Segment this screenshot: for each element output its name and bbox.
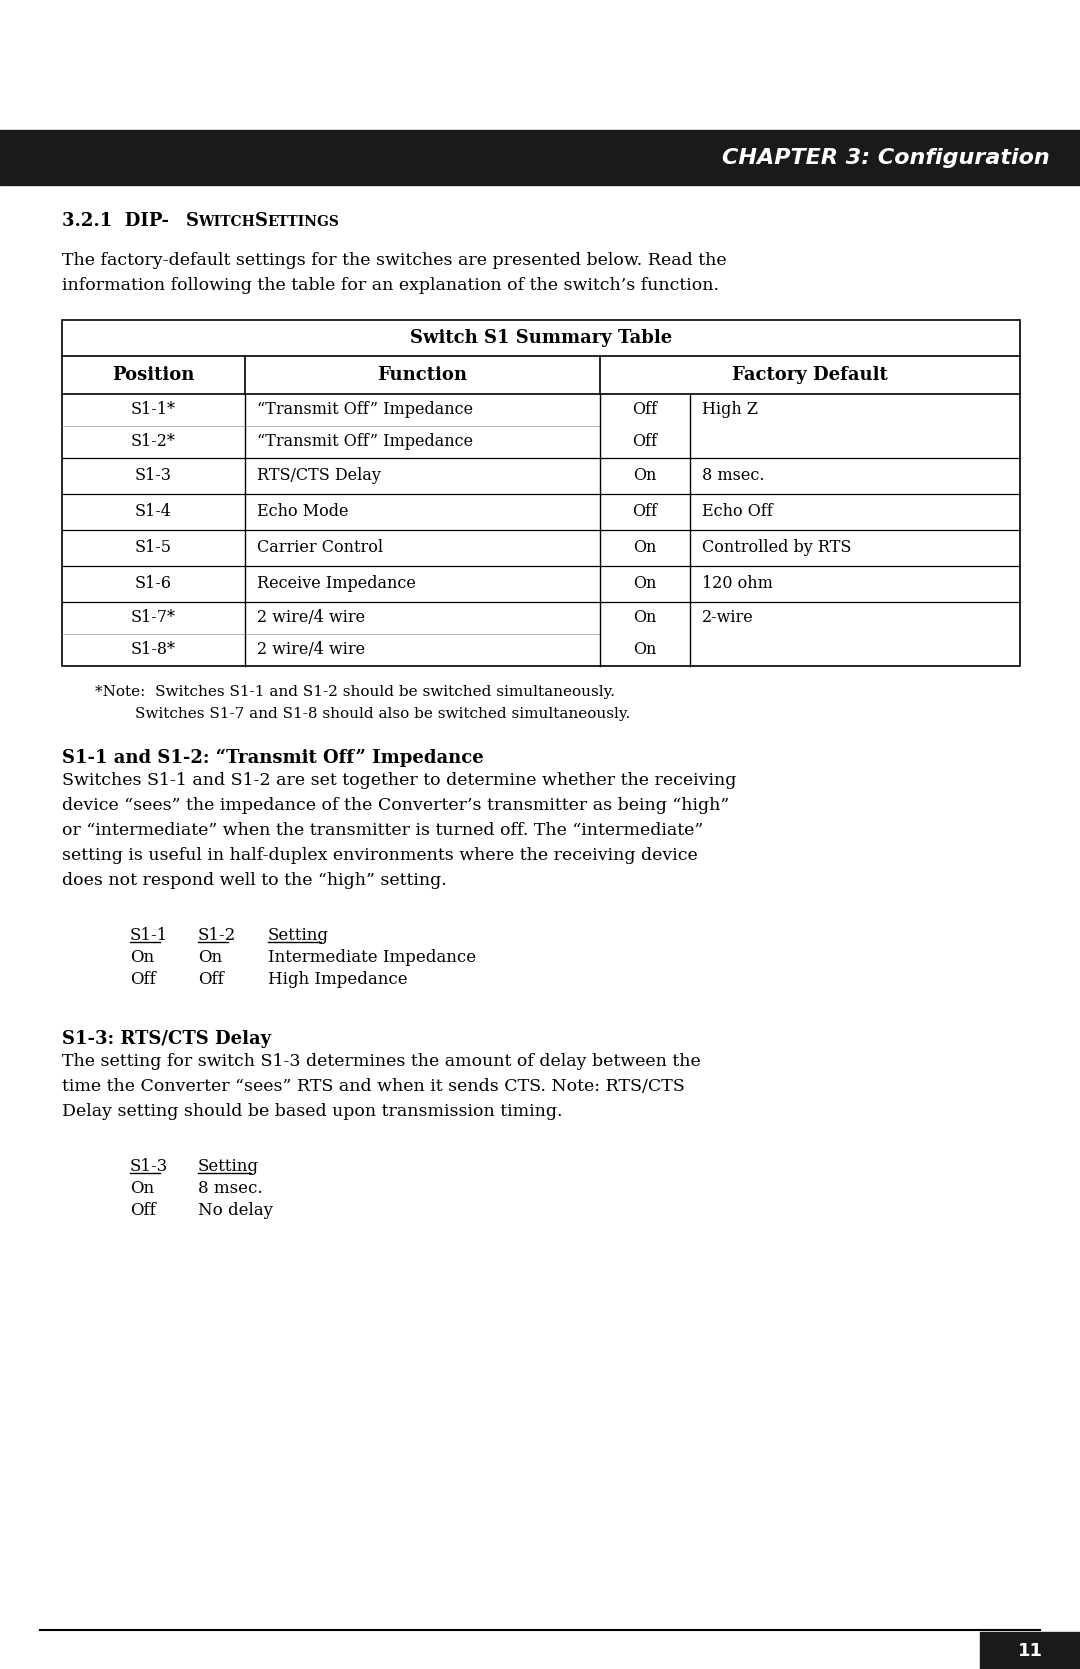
Text: S1-4: S1-4 [135, 504, 172, 521]
Text: “Transmit Off” Impedance: “Transmit Off” Impedance [257, 434, 473, 451]
Text: Echo Off: Echo Off [702, 504, 773, 521]
Text: On: On [130, 950, 154, 966]
Text: or “intermediate” when the transmitter is turned off. The “intermediate”: or “intermediate” when the transmitter i… [62, 823, 703, 840]
Text: 2 wire/4 wire: 2 wire/4 wire [257, 641, 365, 659]
Text: Delay setting should be based upon transmission timing.: Delay setting should be based upon trans… [62, 1103, 563, 1120]
Text: S1-8*: S1-8* [131, 641, 176, 659]
Text: High Impedance: High Impedance [268, 971, 407, 988]
Text: On: On [633, 641, 657, 659]
Text: Carrier Control: Carrier Control [257, 539, 383, 556]
Text: S1-5: S1-5 [135, 539, 172, 556]
Text: Controlled by RTS: Controlled by RTS [702, 539, 851, 556]
Text: “Transmit Off” Impedance: “Transmit Off” Impedance [257, 402, 473, 419]
Text: Off: Off [633, 504, 658, 521]
Text: On: On [633, 576, 657, 592]
Text: Echo Mode: Echo Mode [257, 504, 349, 521]
Text: 8 msec.: 8 msec. [702, 467, 765, 484]
Text: On: On [633, 539, 657, 556]
Text: Receive Impedance: Receive Impedance [257, 576, 416, 592]
Text: S1-6: S1-6 [135, 576, 172, 592]
Text: 11: 11 [1017, 1642, 1042, 1659]
Text: CHAPTER 3: Configuration: CHAPTER 3: Configuration [723, 147, 1050, 167]
Text: 2 wire/4 wire: 2 wire/4 wire [257, 609, 365, 626]
Text: WITCH: WITCH [198, 215, 255, 229]
Text: Off: Off [633, 434, 658, 451]
Text: RTS/CTS Delay: RTS/CTS Delay [257, 467, 381, 484]
Text: On: On [633, 467, 657, 484]
Text: Off: Off [633, 402, 658, 419]
Text: S1-7*: S1-7* [131, 609, 176, 626]
Text: S: S [255, 212, 268, 230]
Text: Off: Off [130, 971, 156, 988]
Text: 2-wire: 2-wire [702, 609, 754, 626]
Text: S1-1 and S1-2: “Transmit Off” Impedance: S1-1 and S1-2: “Transmit Off” Impedance [62, 749, 484, 768]
Text: Setting: Setting [268, 926, 329, 945]
Text: No delay: No delay [198, 1202, 273, 1218]
Text: The factory-default settings for the switches are presented below. Read the: The factory-default settings for the swi… [62, 252, 727, 269]
Text: On: On [130, 1180, 154, 1197]
Text: Switches S1-7 and S1-8 should also be switched simultaneously.: Switches S1-7 and S1-8 should also be sw… [135, 708, 631, 721]
Bar [62, 320, 1020, 666]
Text: setting is useful in half-duplex environments where the receiving device: setting is useful in half-duplex environ… [62, 846, 698, 865]
Text: does not respond well to the “high” setting.: does not respond well to the “high” sett… [62, 871, 447, 890]
Text: S1-3: S1-3 [135, 467, 172, 484]
Text: 120 ohm: 120 ohm [702, 576, 773, 592]
Text: S1-2*: S1-2* [131, 434, 176, 451]
Text: Off: Off [130, 1202, 156, 1218]
Text: Function: Function [378, 366, 468, 384]
Text: Off: Off [198, 971, 224, 988]
Text: time the Converter “sees” RTS and when it sends CTS. Note: RTS/CTS: time the Converter “sees” RTS and when i… [62, 1078, 685, 1095]
Text: 3.2.1  DIP-: 3.2.1 DIP- [62, 212, 168, 230]
Text: The setting for switch S1-3 determines the amount of delay between the: The setting for switch S1-3 determines t… [62, 1053, 701, 1070]
Text: ETTINGS: ETTINGS [267, 215, 339, 229]
Text: S1-2: S1-2 [198, 926, 237, 945]
Text: *Note:  Switches S1-1 and S1-2 should be switched simultaneously.: *Note: Switches S1-1 and S1-2 should be … [95, 684, 615, 699]
Text: 8 msec.: 8 msec. [198, 1180, 262, 1197]
Text: S1-3: S1-3 [130, 1158, 168, 1175]
Text: device “sees” the impedance of the Converter’s transmitter as being “high”: device “sees” the impedance of the Conve… [62, 798, 729, 814]
Text: information following the table for an explanation of the switch’s function.: information following the table for an e… [62, 277, 719, 294]
Text: Intermediate Impedance: Intermediate Impedance [268, 950, 476, 966]
Text: S: S [186, 212, 199, 230]
Bar [980, 1632, 1080, 1669]
Text: S1-1: S1-1 [130, 926, 168, 945]
Text: Factory Default: Factory Default [732, 366, 888, 384]
Text: On: On [633, 609, 657, 626]
Bar [0, 130, 1080, 185]
Text: S1-3: RTS/CTS Delay: S1-3: RTS/CTS Delay [62, 1030, 271, 1048]
Text: S1-1*: S1-1* [131, 402, 176, 419]
Text: Switch S1 Summary Table: Switch S1 Summary Table [410, 329, 672, 347]
Text: Position: Position [112, 366, 194, 384]
Text: Setting: Setting [198, 1158, 259, 1175]
Text: Switches S1-1 and S1-2 are set together to determine whether the receiving: Switches S1-1 and S1-2 are set together … [62, 773, 737, 789]
Text: On: On [198, 950, 222, 966]
Text: High Z: High Z [702, 402, 758, 419]
